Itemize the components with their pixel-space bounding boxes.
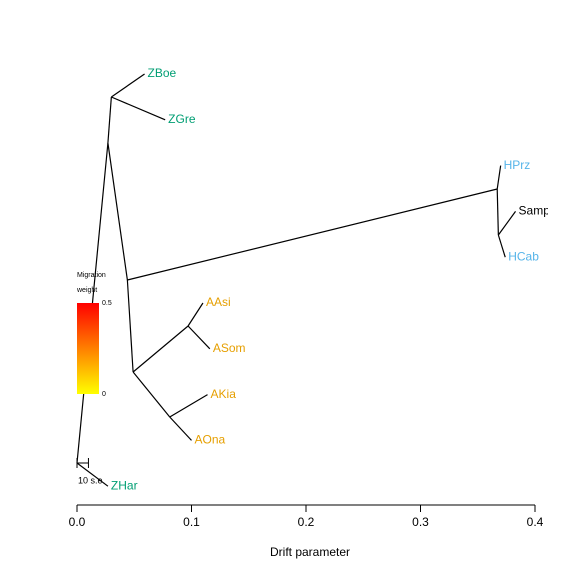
edge (497, 234, 506, 258)
edge (169, 394, 208, 418)
edge (111, 96, 166, 121)
leaf-label: AOna (195, 433, 226, 447)
x-tick-label: 0.1 (183, 515, 200, 529)
edge (111, 73, 145, 98)
leaf-label: AAsi (206, 295, 231, 309)
leaf-label: ASom (213, 341, 246, 355)
edge (107, 96, 112, 144)
edge (132, 371, 171, 418)
legend-gradient (77, 303, 99, 394)
leaf-label: Samp (519, 204, 551, 218)
edge (126, 279, 134, 373)
x-tick-label: 0.4 (527, 515, 544, 529)
edge (169, 416, 192, 441)
leaf-label: HCab (508, 249, 539, 263)
legend-title: weight (76, 287, 97, 294)
leaf-label: ZHar (111, 478, 138, 492)
leaf-label: ZBoe (148, 66, 177, 80)
x-tick-label: 0.3 (412, 515, 429, 529)
edge (132, 325, 189, 373)
edge (187, 302, 204, 327)
x-tick-label: 0.0 (69, 515, 86, 529)
edge (496, 165, 502, 190)
leaf-label: ZGre (168, 112, 196, 126)
legend-tick-label: 0 (102, 391, 106, 398)
edge (127, 188, 498, 281)
edge (76, 462, 109, 487)
x-tick-label: 0.2 (298, 515, 315, 529)
x-axis-label: Drift parameter (270, 545, 350, 559)
leaf-label: HPrz (504, 158, 531, 172)
edge (496, 188, 499, 236)
legend-title: Migration (77, 272, 106, 279)
legend-tick-label: 0.5 (102, 300, 112, 307)
edge (497, 211, 517, 236)
tree: ZBoe ZGre HPrz Samp HCab AAsi ASom AKia AOna ZHar (76, 66, 551, 492)
edge (187, 325, 211, 350)
leaf-label: AKia (211, 387, 237, 401)
scale-bar-label: 10 s.e. (78, 475, 105, 485)
edge (107, 142, 128, 281)
